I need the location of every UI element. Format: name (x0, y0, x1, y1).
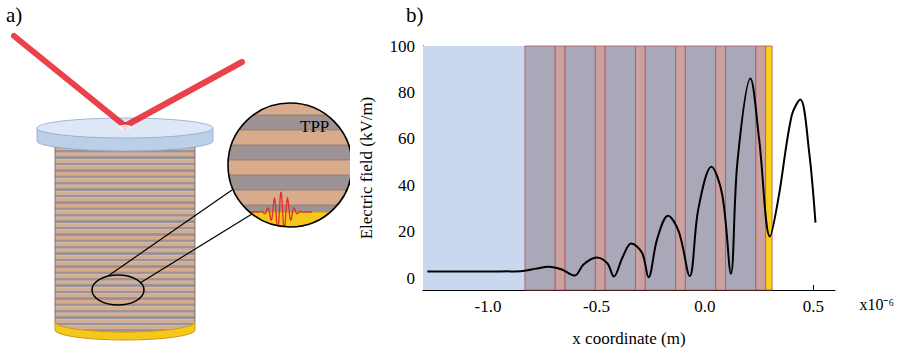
svg-text:0.0: 0.0 (694, 297, 715, 316)
svg-text:Electric field (kV/m): Electric field (kV/m) (357, 97, 376, 240)
svg-text:100: 100 (390, 37, 416, 56)
svg-text:TPP: TPP (300, 117, 329, 136)
svg-text:x coordinate (m): x coordinate (m) (572, 329, 685, 348)
svg-text:a): a) (6, 3, 22, 27)
svg-text:-1.0: -1.0 (475, 297, 502, 316)
svg-text:60: 60 (398, 129, 415, 148)
svg-text:0: 0 (407, 269, 416, 288)
svg-text:-0.5: -0.5 (583, 297, 610, 316)
svg-text:20: 20 (398, 222, 415, 241)
svg-text:0.5: 0.5 (803, 297, 824, 316)
svg-text:80: 80 (398, 83, 415, 102)
svg-text:x10⁻⁶: x10⁻⁶ (859, 296, 894, 313)
svg-text:40: 40 (398, 176, 415, 195)
svg-text:b): b) (406, 3, 424, 27)
